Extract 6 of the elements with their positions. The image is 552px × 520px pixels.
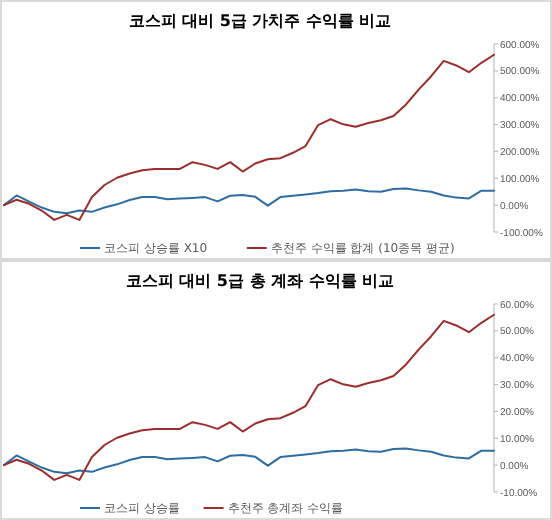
line-series <box>3 187 495 215</box>
chart-title: 코스피 대비 5급 가치주 수익률 비교 <box>128 12 392 30</box>
line-series <box>3 447 495 475</box>
line-series <box>3 53 495 221</box>
chart-title: 코스피 대비 5급 총 계좌 수익률 비교 <box>125 272 395 290</box>
line-series <box>3 313 495 481</box>
